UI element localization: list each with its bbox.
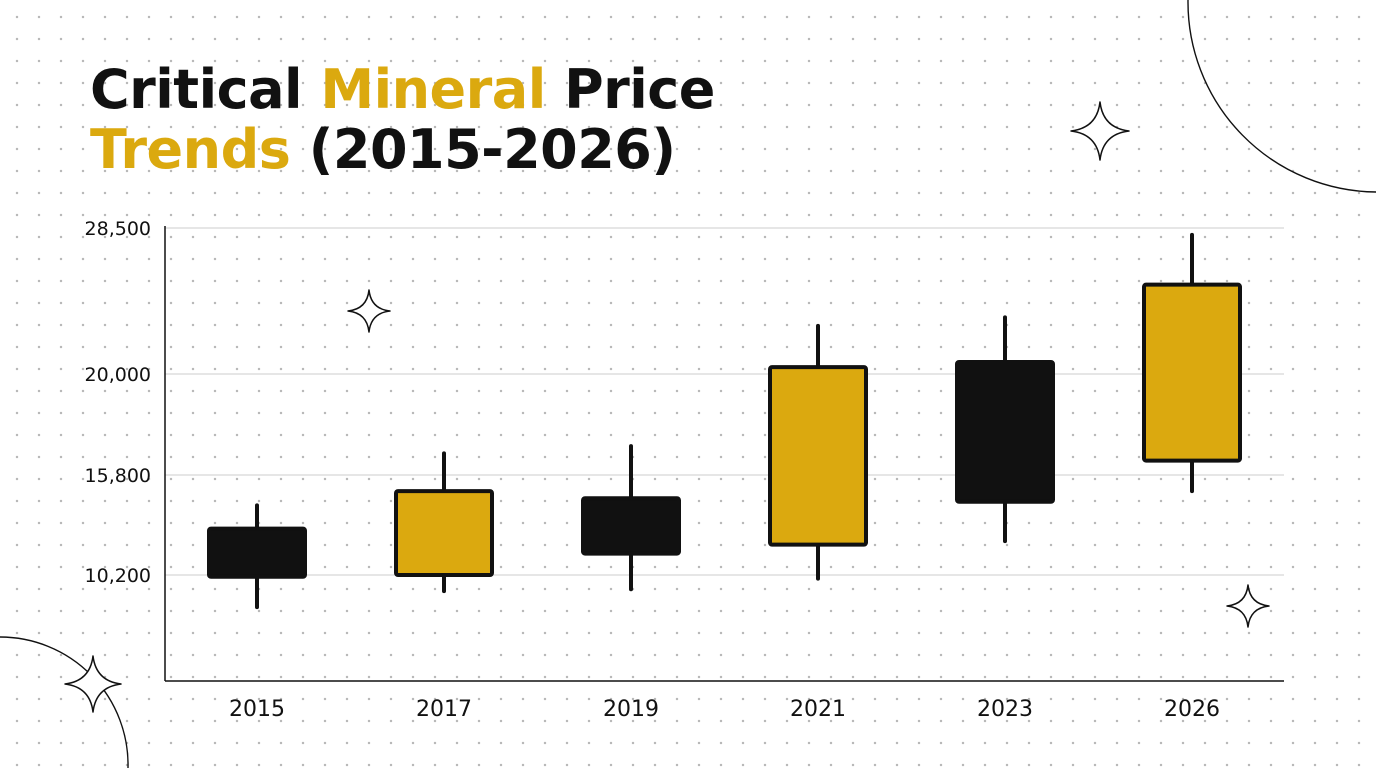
y-tick-label: 10,200 [85, 565, 151, 587]
y-tick-label: 20,000 [85, 364, 151, 386]
x-tick-label: 2023 [977, 697, 1033, 722]
title-part-5: (2015-2026) [290, 118, 676, 181]
x-tick-label: 2021 [790, 697, 846, 722]
candle-body [394, 489, 494, 578]
title-part-4: Trends [90, 118, 291, 181]
sparkle-icon [64, 655, 122, 713]
candle-body [768, 365, 868, 547]
sparkle-icon [1070, 101, 1130, 161]
candle-body [955, 359, 1055, 504]
candle-body [581, 496, 681, 556]
y-tick-label: 28,500 [85, 218, 151, 240]
y-tick-label: 15,800 [85, 465, 151, 487]
title-part-1: Critical [90, 58, 321, 121]
title-part-2: Mineral [320, 58, 546, 121]
title-part-3: Price [545, 58, 715, 121]
candle-body [1142, 282, 1242, 463]
chart-title: Critical Mineral Price Trends (2015-2026) [90, 60, 715, 180]
x-tick-label: 2026 [1164, 697, 1220, 722]
candle-body [207, 526, 307, 579]
x-tick-label: 2015 [229, 697, 285, 722]
sparkle-icon [1226, 584, 1270, 628]
x-tick-label: 2019 [603, 697, 659, 722]
sparkle-icon [347, 289, 391, 333]
corner-arc-top-right [1187, 0, 1376, 193]
x-tick-label: 2017 [416, 697, 472, 722]
